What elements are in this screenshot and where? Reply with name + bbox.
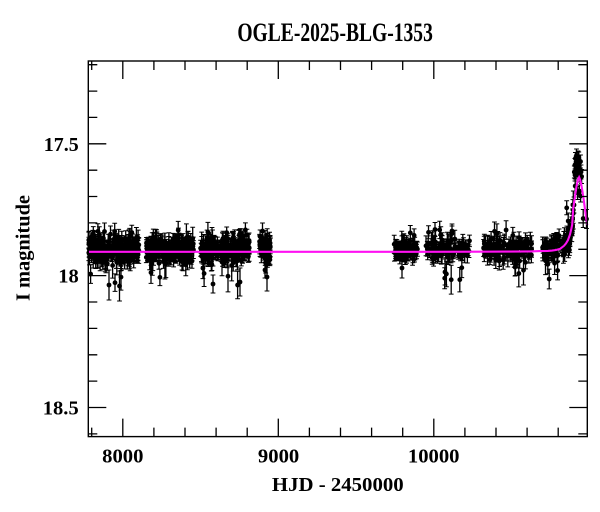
svg-text:OGLE-2025-BLG-1353: OGLE-2025-BLG-1353 (237, 18, 433, 47)
svg-text:9000: 9000 (258, 445, 299, 467)
svg-text:18.5: 18.5 (43, 398, 79, 420)
svg-text:17.5: 17.5 (44, 134, 79, 156)
svg-text:8000: 8000 (102, 445, 143, 467)
svg-text:I magnitude: I magnitude (13, 195, 35, 301)
svg-text:HJD - 2450000: HJD - 2450000 (272, 474, 404, 496)
svg-text:10000: 10000 (408, 445, 460, 467)
svg-text:18: 18 (58, 266, 79, 288)
